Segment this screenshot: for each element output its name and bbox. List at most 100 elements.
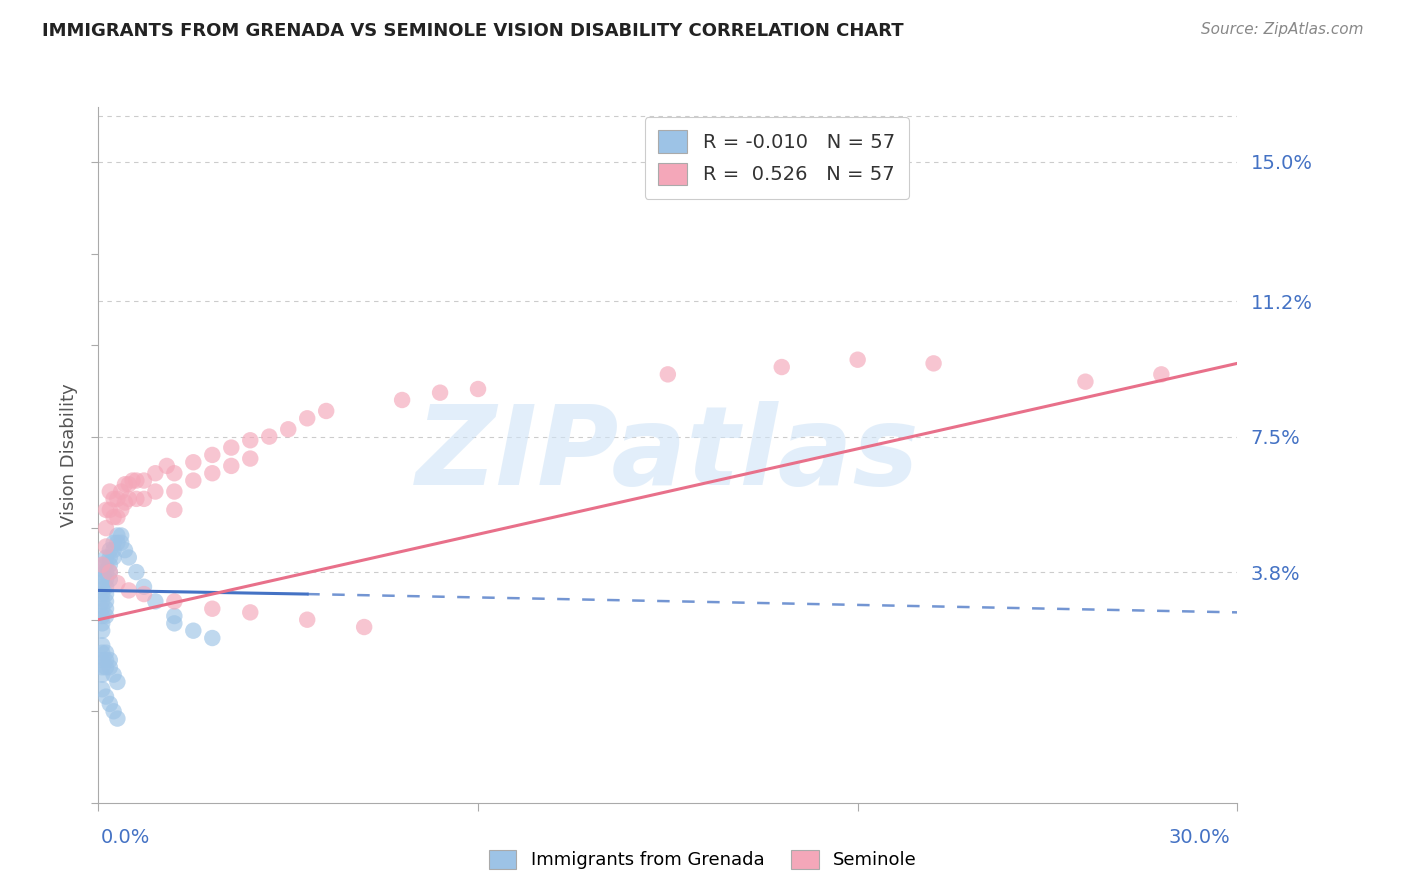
- Point: [125, 565, 148, 579]
- Point: [98, 565, 121, 579]
- Point: [770, 359, 793, 374]
- Point: [94, 601, 117, 615]
- Point: [107, 675, 129, 690]
- Point: [98, 697, 121, 711]
- Point: [91, 638, 114, 652]
- Point: [156, 458, 179, 473]
- Point: [239, 451, 262, 466]
- Point: [353, 620, 375, 634]
- Point: [201, 631, 224, 645]
- Point: [103, 491, 125, 506]
- Point: [98, 558, 121, 572]
- Point: [91, 646, 114, 660]
- Point: [91, 573, 114, 587]
- Point: [103, 543, 125, 558]
- Point: [91, 624, 114, 638]
- Point: [94, 558, 117, 572]
- Point: [91, 594, 114, 608]
- Point: [103, 667, 125, 681]
- Point: [103, 704, 125, 718]
- Point: [107, 536, 129, 550]
- Point: [163, 616, 186, 631]
- Point: [277, 422, 299, 436]
- Point: [183, 455, 205, 469]
- Point: [145, 484, 167, 499]
- Point: [94, 594, 117, 608]
- Point: [91, 587, 114, 601]
- Point: [94, 646, 117, 660]
- Point: [103, 536, 125, 550]
- Point: [132, 580, 155, 594]
- Y-axis label: Vision Disability: Vision Disability: [59, 383, 77, 527]
- Point: [98, 550, 121, 565]
- Point: [163, 503, 186, 517]
- Point: [110, 536, 132, 550]
- Point: [201, 448, 224, 462]
- Point: [846, 352, 869, 367]
- Text: 30.0%: 30.0%: [1168, 828, 1230, 847]
- Point: [657, 368, 679, 382]
- Point: [145, 467, 167, 481]
- Point: [98, 565, 121, 579]
- Point: [94, 550, 117, 565]
- Point: [94, 503, 117, 517]
- Point: [118, 477, 141, 491]
- Point: [297, 411, 319, 425]
- Point: [107, 576, 129, 591]
- Point: [163, 467, 186, 481]
- Point: [183, 474, 205, 488]
- Point: [1150, 368, 1173, 382]
- Point: [107, 491, 129, 506]
- Point: [98, 484, 121, 499]
- Point: [103, 550, 125, 565]
- Point: [107, 528, 129, 542]
- Text: IMMIGRANTS FROM GRENADA VS SEMINOLE VISION DISABILITY CORRELATION CHART: IMMIGRANTS FROM GRENADA VS SEMINOLE VISI…: [42, 22, 904, 40]
- Point: [91, 558, 114, 572]
- Point: [114, 543, 136, 558]
- Text: 0.0%: 0.0%: [101, 828, 150, 847]
- Point: [98, 653, 121, 667]
- Point: [98, 543, 121, 558]
- Point: [110, 484, 132, 499]
- Legend: R = -0.010   N = 57, R =  0.526   N = 57: R = -0.010 N = 57, R = 0.526 N = 57: [644, 117, 908, 199]
- Point: [201, 467, 224, 481]
- Point: [98, 573, 121, 587]
- Point: [91, 565, 114, 579]
- Point: [121, 474, 143, 488]
- Point: [114, 495, 136, 509]
- Point: [221, 441, 243, 455]
- Point: [239, 606, 262, 620]
- Point: [163, 594, 186, 608]
- Point: [91, 558, 114, 572]
- Point: [114, 477, 136, 491]
- Point: [145, 594, 167, 608]
- Point: [91, 580, 114, 594]
- Point: [922, 356, 945, 370]
- Point: [132, 587, 155, 601]
- Point: [259, 429, 281, 443]
- Point: [94, 660, 117, 674]
- Point: [94, 580, 117, 594]
- Point: [125, 491, 148, 506]
- Point: [91, 667, 114, 681]
- Point: [94, 653, 117, 667]
- Point: [118, 550, 141, 565]
- Point: [118, 583, 141, 598]
- Point: [110, 503, 132, 517]
- Point: [94, 540, 117, 554]
- Point: [110, 528, 132, 542]
- Point: [91, 616, 114, 631]
- Point: [118, 491, 141, 506]
- Point: [98, 660, 121, 674]
- Point: [91, 660, 114, 674]
- Point: [125, 474, 148, 488]
- Point: [91, 609, 114, 624]
- Point: [91, 601, 114, 615]
- Point: [94, 565, 117, 579]
- Legend: Immigrants from Grenada, Seminole: Immigrants from Grenada, Seminole: [481, 841, 925, 879]
- Point: [103, 510, 125, 524]
- Point: [1074, 375, 1097, 389]
- Point: [107, 510, 129, 524]
- Point: [98, 503, 121, 517]
- Point: [94, 609, 117, 624]
